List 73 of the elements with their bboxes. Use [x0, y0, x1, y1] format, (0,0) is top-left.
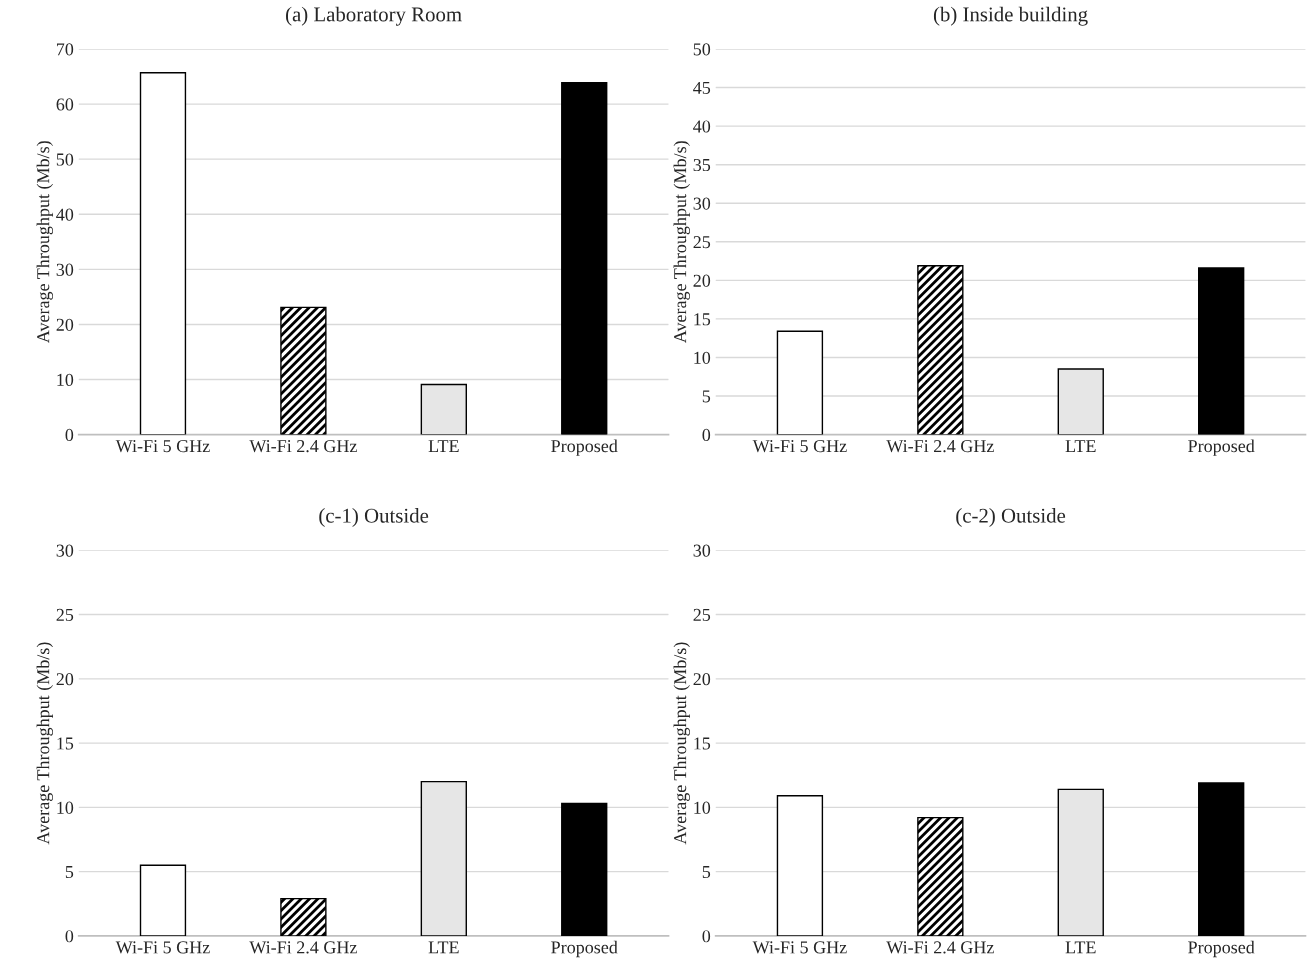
bar: [1198, 267, 1245, 435]
y-tick-label: 5: [702, 390, 711, 403]
chart-title: (a) Laboratory Room: [286, 6, 462, 26]
chart-title: (b) Inside building: [933, 6, 1088, 26]
y-tick-label: 15: [694, 737, 711, 750]
bar: [139, 71, 187, 435]
y-axis-title: Average Throughput (Mb/s): [673, 642, 690, 845]
y-tick-label: 25: [693, 236, 711, 249]
y-tick-label: 15: [694, 313, 711, 326]
y-tick-label: 20: [693, 673, 711, 686]
y-tick-label: 10: [57, 801, 74, 814]
y-tick-label: 20: [56, 673, 74, 686]
bar: [561, 81, 608, 435]
bar: [776, 330, 824, 435]
x-tick-label: Wi-Fi 2.4 GHz: [886, 941, 994, 954]
y-tick-label: 10: [694, 801, 711, 814]
x-tick-label: LTE: [428, 440, 459, 452]
x-tick-label: Wi-Fi 5 GHz: [752, 440, 847, 453]
x-tick-label: Wi-Fi 5 GHz: [752, 941, 847, 954]
y-tick-label: 50: [56, 153, 74, 166]
y-axis-title: Average Throughput (Mb/s): [36, 141, 54, 344]
y-tick-label: 0: [65, 930, 74, 943]
y-tick-label: 40: [56, 208, 74, 221]
x-tick-label: Proposed: [551, 940, 618, 958]
x-tick-label: Wi-Fi 2.4 GHz: [886, 440, 994, 453]
bar: [280, 897, 327, 936]
bar: [139, 864, 187, 936]
bar: [420, 780, 467, 936]
x-tick-label: Proposed: [1188, 439, 1255, 456]
bar: [561, 802, 608, 936]
bar: [917, 816, 964, 936]
bar: [1057, 788, 1104, 936]
x-tick-label: LTE: [428, 941, 459, 954]
y-tick-label: 30: [693, 544, 711, 557]
y-tick-label: 30: [693, 197, 711, 210]
x-tick-label: Proposed: [551, 439, 618, 456]
x-tick-label: Wi-Fi 5 GHz: [115, 440, 210, 453]
y-tick-label: 10: [694, 351, 711, 364]
bar: [420, 383, 467, 435]
y-tick-label: 0: [702, 428, 711, 442]
y-axis-title: Average Throughput (Mb/s): [36, 642, 54, 845]
y-tick-label: 50: [693, 43, 711, 56]
bar: [280, 306, 327, 435]
bar: [776, 795, 824, 936]
bar: [917, 265, 964, 435]
y-tick-label: 20: [56, 318, 74, 331]
y-tick-label: 0: [702, 930, 711, 943]
x-tick-label: LTE: [1065, 941, 1096, 954]
bar: [1057, 368, 1104, 435]
y-tick-label: 5: [702, 866, 711, 879]
x-tick-label: Wi-Fi 2.4 GHz: [249, 941, 357, 954]
x-tick-label: LTE: [1065, 440, 1096, 452]
y-tick-label: 35: [693, 158, 711, 172]
y-tick-label: 0: [65, 428, 74, 442]
y-tick-label: 20: [693, 274, 711, 287]
x-tick-label: Wi-Fi 5 GHz: [115, 941, 210, 954]
y-tick-label: 25: [693, 608, 711, 621]
chart-title: (c-1) Outside: [319, 508, 429, 527]
y-tick-label: 30: [56, 544, 74, 557]
y-axis-title: Average Throughput (Mb/s): [673, 141, 690, 344]
y-tick-label: 45: [693, 81, 711, 94]
bar: [1198, 782, 1245, 936]
x-tick-label: Proposed: [1188, 940, 1255, 958]
y-tick-label: 30: [56, 263, 74, 276]
x-tick-label: Wi-Fi 2.4 GHz: [249, 440, 357, 453]
chart-title: (c-2) Outside: [956, 508, 1066, 527]
y-tick-label: 60: [56, 98, 74, 111]
y-tick-label: 70: [56, 43, 74, 56]
y-tick-label: 40: [693, 120, 711, 133]
y-tick-label: 15: [57, 737, 74, 750]
y-tick-label: 10: [57, 373, 74, 386]
y-tick-label: 5: [65, 866, 74, 879]
y-tick-label: 25: [56, 608, 74, 621]
